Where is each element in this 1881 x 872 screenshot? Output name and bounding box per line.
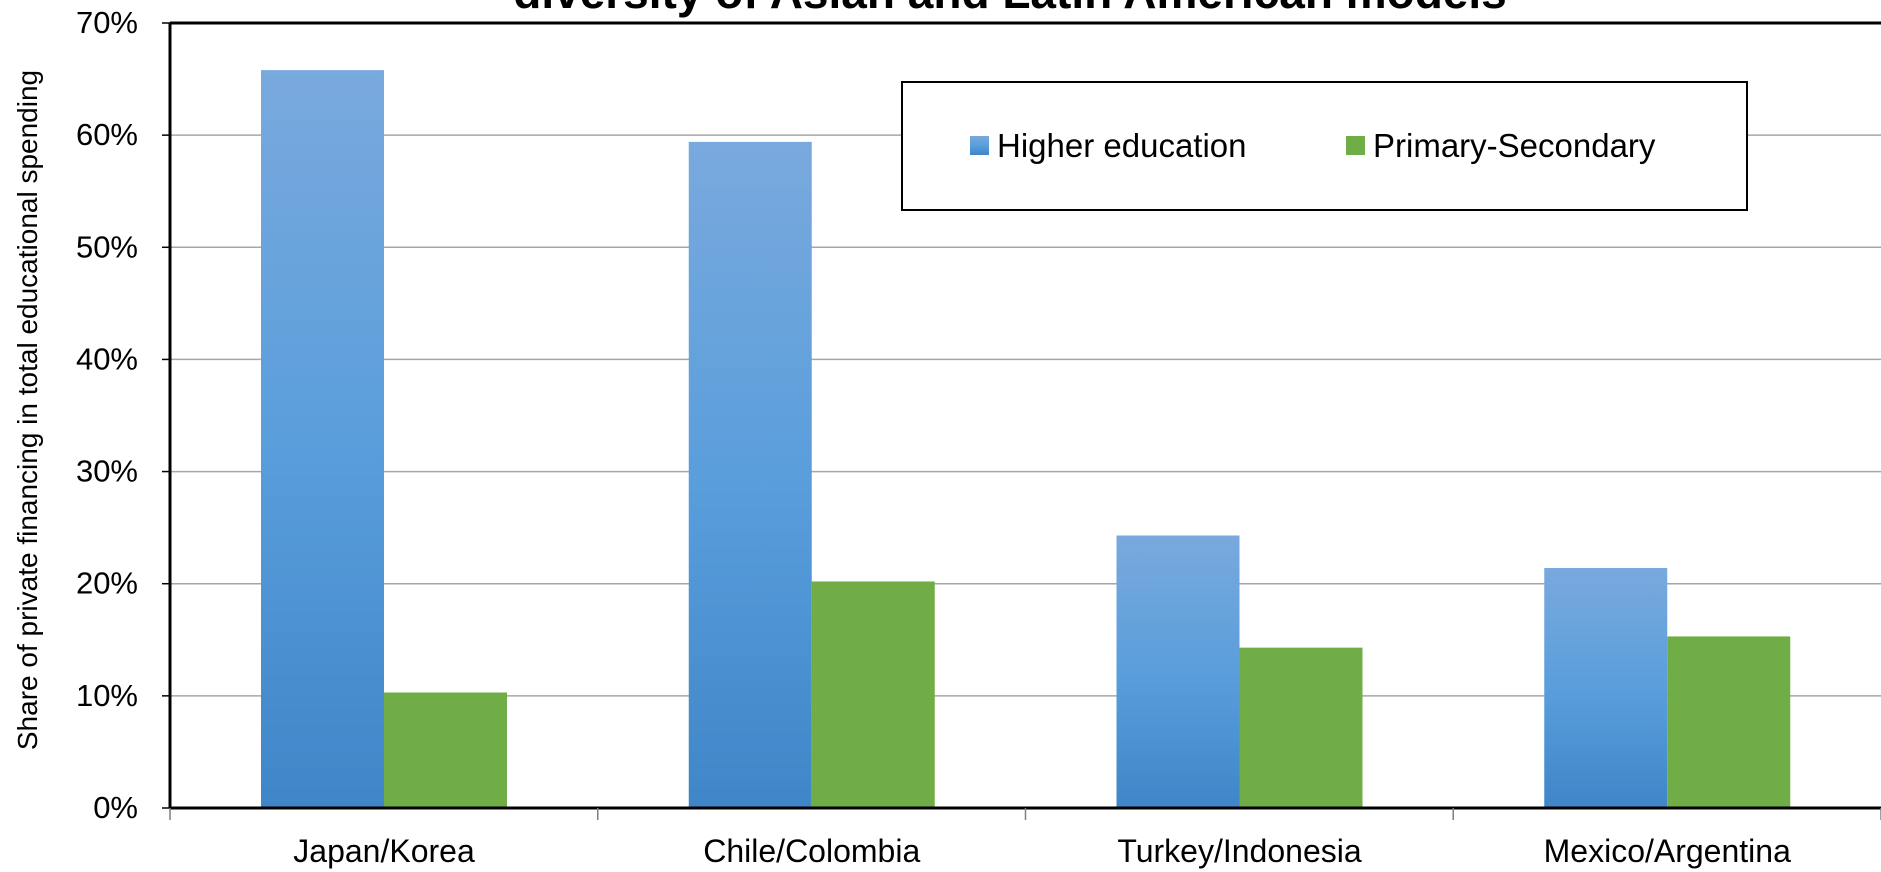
y-tick-label: 70%	[76, 5, 138, 40]
legend-label: Primary-Secondary	[1373, 127, 1656, 164]
bar-higher-education	[261, 70, 384, 809]
legend-swatch-higher-education	[970, 136, 989, 155]
x-tick-label: Turkey/Indonesia	[1117, 833, 1361, 869]
legend-label: Higher education	[997, 127, 1247, 164]
bar-primary-secondary	[384, 692, 507, 808]
y-axis-label: Share of private financing in total educ…	[12, 70, 43, 750]
x-axis	[168, 21, 1881, 820]
y-tick-label: 40%	[76, 341, 138, 376]
y-tick-label: 10%	[76, 678, 138, 713]
x-tick-label: Chile/Colombia	[703, 833, 920, 869]
legend-swatch-primary-secondary	[1346, 136, 1365, 155]
bar-higher-education	[688, 141, 812, 808]
chart-title: diversity of Asian and Latin American mo…	[513, 0, 1507, 18]
x-tick-label: Japan/Korea	[293, 833, 475, 869]
y-tick-label: 60%	[76, 117, 138, 152]
bars	[261, 70, 1791, 809]
y-tick-label: 20%	[76, 566, 138, 601]
bar-higher-education	[1544, 568, 1668, 808]
bar-primary-secondary	[811, 581, 935, 808]
bar-higher-education	[1116, 535, 1240, 808]
bar-primary-secondary	[1667, 636, 1791, 808]
y-axis-ticks: 0% 10% 20% 30% 40% 50% 60% 70%	[76, 5, 170, 825]
x-axis-tick-labels: Japan/Korea Chile/Colombia Turkey/Indonesi…	[293, 833, 1791, 869]
legend: Higher education Primary-Secondary	[901, 81, 1748, 211]
y-tick-label: 30%	[76, 454, 138, 489]
y-tick-label: 50%	[76, 229, 138, 264]
x-tick-label: Mexico/Argentina	[1544, 833, 1791, 869]
bar-primary-secondary	[1239, 647, 1363, 808]
y-tick-label: 0%	[93, 790, 138, 825]
legend-box	[901, 81, 1748, 211]
